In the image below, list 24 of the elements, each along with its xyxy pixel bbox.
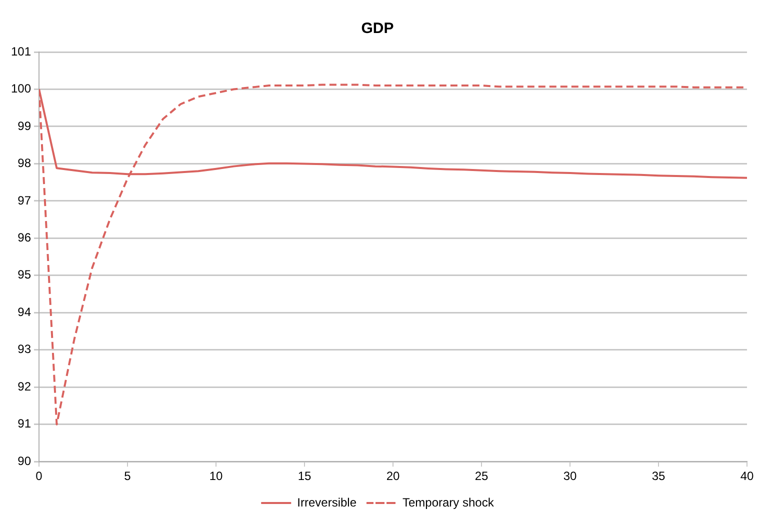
x-tick-label: 0 bbox=[36, 469, 43, 484]
y-tick-label: 96 bbox=[18, 230, 32, 244]
y-tick-label: 94 bbox=[18, 304, 32, 319]
x-tick-label: 20 bbox=[386, 469, 400, 484]
x-tick-label: 35 bbox=[652, 469, 666, 484]
x-tick-label: 10 bbox=[209, 469, 224, 484]
y-tick-label: 95 bbox=[18, 268, 32, 282]
y-tick-label: 93 bbox=[18, 342, 32, 356]
x-tick-label: 30 bbox=[563, 469, 577, 484]
x-tick-label: 5 bbox=[124, 469, 132, 484]
x-tick-label: 25 bbox=[474, 469, 488, 484]
y-tick-label: 97 bbox=[18, 193, 32, 208]
y-tick-label: 101 bbox=[10, 44, 32, 58]
y-tick-label: 99 bbox=[18, 118, 32, 133]
x-tick-label: 15 bbox=[298, 469, 312, 484]
legend-label: Irreversible bbox=[297, 495, 357, 510]
y-tick-label: 90 bbox=[18, 454, 32, 468]
legend-label: Temporary shock bbox=[402, 495, 495, 510]
y-tick-label: 100 bbox=[10, 82, 32, 96]
y-tick-label: 92 bbox=[18, 379, 32, 394]
y-tick-label: 98 bbox=[18, 156, 32, 170]
y-tick-label: 91 bbox=[18, 416, 32, 431]
chart-title: GDP bbox=[361, 20, 394, 38]
x-tick-label: 40 bbox=[740, 469, 754, 484]
